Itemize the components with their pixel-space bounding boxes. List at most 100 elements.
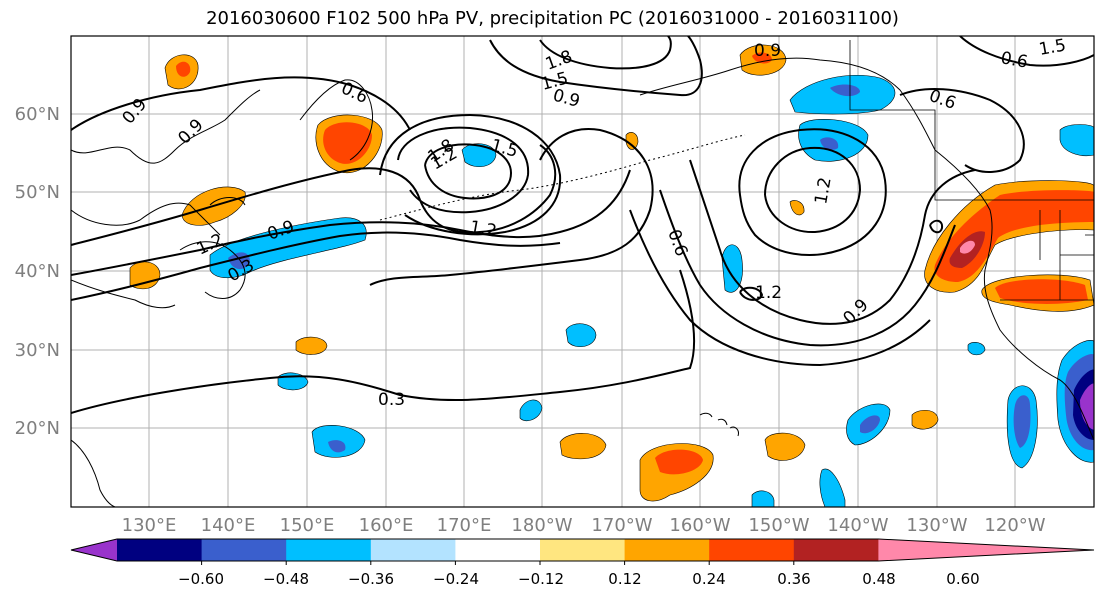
precip-blob-positive	[960, 240, 975, 254]
lon-label-170e: 170°E	[436, 515, 492, 536]
colorbar-segment	[286, 539, 372, 561]
precip-blob-negative	[721, 244, 743, 293]
aleutians	[379, 134, 746, 221]
colorbar-tick-label: −0.48	[263, 570, 309, 588]
precip-blob-negative	[1059, 124, 1094, 157]
precip-blob-negative	[820, 137, 839, 150]
colorbar-tick-label: 0.24	[692, 570, 726, 588]
plot-frame	[70, 35, 1095, 508]
colorbar	[70, 538, 1095, 565]
north-america-coastline	[934, 149, 1094, 441]
contour-label: 1.5	[1037, 36, 1067, 60]
philippines-coastline	[71, 439, 116, 507]
lon-label-140e: 140°E	[200, 515, 256, 536]
map-title: 2016030600 F102 500 hPa PV, precipitatio…	[206, 8, 899, 29]
contour-label: 1.2	[755, 283, 782, 303]
colorbar-tick-label: −0.24	[433, 570, 479, 588]
lat-label-40n: 40°N	[14, 261, 60, 282]
colorbar-segment	[793, 539, 879, 561]
pv-contour-upper-1.8	[424, 143, 512, 200]
us-state-lines	[1039, 210, 1094, 300]
contour-label: 1.2	[468, 217, 498, 241]
contour-label: 0.3	[378, 390, 405, 410]
colorbar-segment	[624, 539, 710, 561]
plot-area: 0.9 1.8 1.5 0.6 0.9 0.6 0.9 1.8 1.5 1.2 …	[71, 36, 1094, 507]
pv-contour-north-inner	[539, 36, 672, 70]
pv-contour-trough-3	[629, 209, 931, 367]
precip-blob-negative	[819, 468, 846, 507]
colorbar-segment	[709, 539, 795, 561]
precip-blob-negative	[860, 415, 880, 434]
precip-shading	[129, 44, 1094, 507]
lat-label-30n: 30°N	[14, 340, 60, 361]
precip-blob-positive	[911, 410, 939, 430]
pv-contour-east-ring	[738, 128, 887, 256]
precip-blob-positive	[625, 132, 639, 150]
lon-label-180w: 180°W	[511, 515, 573, 536]
canada-us-border	[849, 40, 1094, 201]
pv-contour-northeast	[899, 87, 1025, 173]
lat-label-20n: 20°N	[14, 418, 60, 439]
pv-contour-0.9	[71, 144, 557, 246]
colorbar-tick-label: −0.12	[518, 570, 564, 588]
colorbar-tick-label: −0.60	[178, 570, 224, 588]
precip-blob-negative	[751, 490, 775, 507]
colorbar-segment	[117, 539, 203, 561]
pv-contour-trough	[689, 159, 976, 325]
precip-blob-positive	[295, 336, 328, 355]
hawaii-islands	[699, 412, 739, 437]
precip-blob-negative	[967, 341, 986, 356]
precip-blob-negative	[565, 323, 597, 348]
pv-contour-small-ring	[929, 219, 944, 234]
colorbar-tick-label: −0.36	[348, 570, 394, 588]
lat-label-50n: 50°N	[14, 182, 60, 203]
pv-contour-0.6	[71, 76, 654, 286]
lon-label-120w: 120°W	[984, 515, 1046, 536]
precip-blob-positive	[764, 432, 806, 461]
japan-coastline	[179, 197, 246, 299]
pv-contour-ne-top	[959, 36, 1094, 67]
pv-contour-upper-1.2	[379, 113, 562, 236]
colorbar-segment	[455, 539, 541, 561]
colorbar-extend-min	[71, 539, 117, 561]
lon-label-160w: 160°W	[669, 515, 731, 536]
pv-contour-1.2	[71, 169, 631, 276]
pv-contour-trough-2	[659, 189, 956, 347]
pv-contour-north	[489, 36, 703, 97]
kamchatka-coastline	[299, 79, 374, 161]
colorbar-tick-label: 0.48	[862, 570, 896, 588]
lat-label-60n: 60°N	[14, 104, 60, 125]
precip-blob-negative	[830, 84, 860, 97]
colorbar-segment	[370, 539, 456, 561]
pv-contour-upper-1.5	[397, 126, 530, 214]
precip-blob-negative	[1013, 395, 1031, 448]
precip-blob-positive	[559, 433, 607, 460]
pv-contour-0.3	[71, 269, 696, 414]
lon-label-150e: 150°E	[279, 515, 335, 536]
colorbar-extend-max	[878, 539, 1094, 561]
colorbar-tick-label: 0.36	[777, 570, 811, 588]
pv-contour-1.5	[71, 231, 561, 301]
lon-label-140w: 140°W	[827, 515, 889, 536]
precip-blob-positive	[323, 122, 372, 164]
contour-label: 1.2	[811, 176, 835, 206]
pv-contour-east-ring-inner	[764, 146, 862, 234]
colorbar-outline	[70, 538, 1095, 562]
precip-blob-negative	[328, 440, 346, 453]
precip-blob-negative	[1080, 383, 1094, 430]
asia-coastline	[71, 89, 261, 309]
lon-label-160e: 160°E	[358, 515, 414, 536]
precip-blob-positive	[995, 279, 1088, 304]
precip-blob-positive	[176, 61, 191, 77]
colorbar-tick-label: 0.60	[946, 570, 980, 588]
precip-blob-positive	[789, 200, 805, 216]
borders	[849, 40, 1094, 301]
contour-label: 0.6	[999, 48, 1029, 72]
colorbar-segment	[540, 539, 626, 561]
colorbar-segment	[201, 539, 287, 561]
pv-contour-cross-low	[739, 286, 764, 301]
lon-label-130w: 130°W	[906, 515, 968, 536]
lon-label-170w: 170°W	[591, 515, 653, 536]
lon-label-150w: 150°W	[748, 515, 810, 536]
precip-blob-positive	[934, 190, 1094, 282]
